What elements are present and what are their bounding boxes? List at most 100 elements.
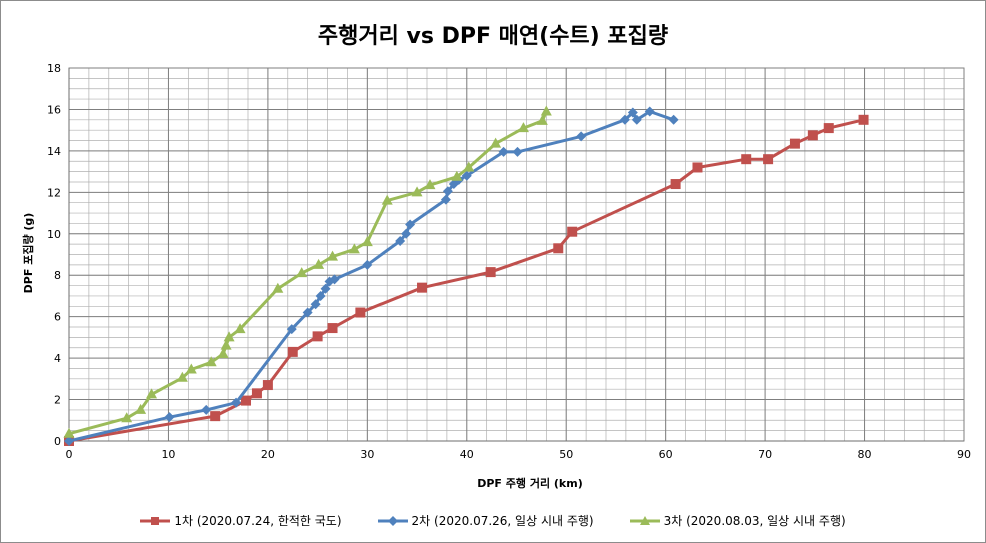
data-point-square <box>262 380 273 391</box>
data-point-diamond <box>619 114 630 125</box>
series-1 <box>64 114 869 446</box>
data-point-diamond <box>329 274 340 285</box>
data-point-diamond <box>395 236 406 247</box>
y-tick-label: 4 <box>54 352 61 365</box>
data-point-triangle <box>313 258 325 269</box>
series-2 <box>64 106 679 446</box>
data-point-square <box>670 179 681 190</box>
data-point-triangle <box>490 137 502 148</box>
legend-label-3: 3차 (2020.08.03, 일상 시내 주행) <box>663 514 846 528</box>
legend: 1차 (2020.07.24, 한적한 국도) 2차 (2020.07.26, … <box>0 512 986 529</box>
data-point-triangle <box>217 347 229 358</box>
x-tick-label: 80 <box>858 448 872 461</box>
x-tick-label: 90 <box>957 448 971 461</box>
x-tick-label: 30 <box>360 448 374 461</box>
data-point-diamond <box>668 114 679 125</box>
data-point-triangle <box>63 427 75 438</box>
x-tick-label: 0 <box>66 448 73 461</box>
data-point-triangle <box>361 236 373 247</box>
chart-title: 주행거리 vs DPF 매연(수트) 포집량 <box>317 24 669 49</box>
data-point-triangle <box>121 412 133 423</box>
data-point-square <box>241 395 252 406</box>
data-point-square <box>567 226 578 237</box>
data-point-square <box>763 154 774 165</box>
data-point-diamond <box>461 170 472 181</box>
legend-item-2: 2차 (2020.07.26, 일상 시내 주행) <box>377 512 594 529</box>
y-tick-label: 6 <box>54 311 61 324</box>
data-point-square <box>692 162 703 173</box>
data-point-triangle <box>381 194 393 205</box>
data-point-triangle <box>176 371 188 382</box>
data-point-diamond <box>201 404 212 415</box>
legend-label-1: 1차 (2020.07.24, 한적한 국도) <box>174 514 342 528</box>
y-tick-label: 14 <box>47 145 61 158</box>
series-layer <box>63 105 869 446</box>
data-point-triangle <box>327 250 339 261</box>
data-point-triangle <box>424 179 436 190</box>
data-point-diamond <box>631 114 642 125</box>
data-point-square <box>553 243 564 254</box>
data-point-triangle <box>146 388 158 399</box>
data-point-diamond <box>231 397 242 408</box>
data-point-triangle <box>185 363 197 374</box>
data-point-square <box>741 154 752 165</box>
y-tick-label: 16 <box>47 103 61 116</box>
data-point-square <box>789 138 800 149</box>
y-tick-label: 8 <box>54 269 61 282</box>
axes: 0 10 20 30 40 50 60 70 80 90 0 2 4 6 8 10 12 14 16 18 <box>47 62 971 461</box>
data-point-triangle <box>536 114 548 125</box>
data-point-square <box>485 267 496 278</box>
y-tick-label: 0 <box>54 435 61 448</box>
legend-item-3: 3차 (2020.08.03, 일상 시내 주행) <box>629 512 846 529</box>
data-point-square <box>858 114 869 125</box>
data-point-diamond <box>512 146 523 157</box>
data-point-square <box>417 282 428 293</box>
grid <box>68 67 965 442</box>
data-point-diamond <box>64 436 74 446</box>
x-axis-label: DPF 주행 거리 (km) <box>477 477 583 490</box>
y-tick-label: 18 <box>47 62 61 75</box>
data-point-diamond <box>405 219 416 230</box>
y-axis-label: DPF 포집량 (g) <box>22 212 35 294</box>
data-point-diamond <box>286 324 297 335</box>
data-point-diamond <box>627 107 638 118</box>
x-tick-label: 10 <box>161 448 175 461</box>
data-point-square <box>355 307 366 318</box>
data-point-diamond <box>498 146 509 157</box>
data-point-diamond <box>644 106 655 117</box>
x-tick-label: 20 <box>261 448 275 461</box>
legend-marker-square-icon <box>140 516 171 525</box>
data-point-diamond <box>164 412 175 423</box>
data-point-diamond <box>302 307 313 318</box>
data-point-triangle <box>517 122 529 133</box>
data-point-square <box>287 346 298 357</box>
data-point-diamond <box>401 228 412 239</box>
data-point-triangle <box>205 356 217 367</box>
legend-marker-triangle-icon <box>629 515 660 525</box>
data-point-diamond <box>320 283 331 294</box>
y-tick-label: 10 <box>47 228 61 241</box>
data-point-triangle <box>348 243 360 254</box>
data-point-triangle <box>411 186 423 197</box>
data-point-diamond <box>440 194 451 205</box>
data-point-triangle <box>540 105 552 116</box>
x-tick-label: 50 <box>559 448 573 461</box>
data-point-square <box>327 323 338 334</box>
series-line-2 <box>68 110 675 443</box>
data-point-square <box>823 123 834 134</box>
data-point-diamond <box>362 259 373 270</box>
data-point-triangle <box>135 403 147 414</box>
data-point-triangle <box>223 331 235 342</box>
series-3 <box>63 105 552 438</box>
y-tick-label: 12 <box>47 186 61 199</box>
data-point-triangle <box>463 161 475 172</box>
data-point-triangle <box>234 323 246 334</box>
data-point-square <box>312 331 323 342</box>
data-point-square <box>251 388 262 399</box>
legend-item-1: 1차 (2020.07.24, 한적한 국도) <box>140 512 342 529</box>
y-tick-label: 2 <box>54 394 61 407</box>
data-point-triangle <box>220 339 232 350</box>
data-point-diamond <box>310 299 321 310</box>
data-point-square <box>210 411 221 422</box>
